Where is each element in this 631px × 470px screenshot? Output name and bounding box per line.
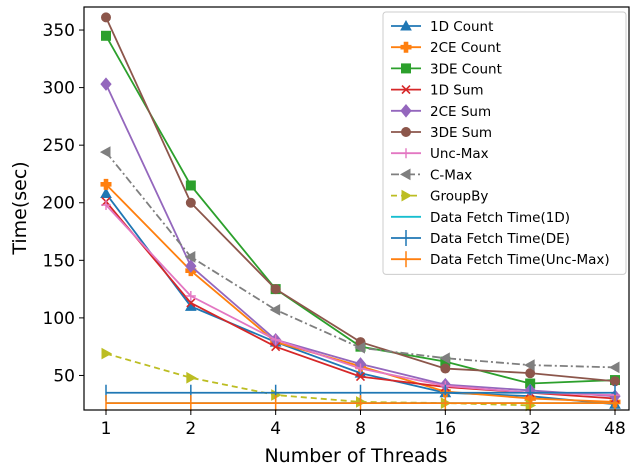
legend-box: [382, 11, 627, 275]
y-tick-label: 300: [43, 79, 75, 99]
legend-label-groupby: GroupBy: [430, 189, 488, 205]
y-tick-label: 150: [43, 251, 75, 271]
y-axis: 50 100 150 200 250 300 350: [43, 21, 84, 386]
legend-label-3de-sum: 3DE Sum: [430, 125, 492, 141]
legend-marker-3de-count: [401, 63, 411, 74]
y-tick-label: 50: [53, 366, 75, 386]
x-tick-label: 1: [101, 419, 112, 439]
legend-label-2ce-count: 2CE Count: [430, 40, 501, 56]
data-point-3de-sum: [185, 197, 196, 208]
data-point-c-max: [354, 341, 365, 354]
legend: 1D Count 2CE Count 3DE Count 1D Sum 2CE Sum 3…: [382, 11, 627, 275]
legend-marker-unc-max: [401, 148, 411, 159]
series-data-fetch-time-unc-max: [105, 395, 616, 412]
legend-label-unc-max: Unc-Max: [430, 146, 489, 162]
data-point-3de-sum: [270, 284, 281, 295]
data-point-c-max: [524, 359, 535, 371]
plot-frame: [83, 6, 630, 411]
data-point-unc-max: [270, 334, 281, 345]
legend-marker-2ce-count: [400, 41, 412, 53]
x-tick-label: 2: [185, 419, 196, 439]
y-tick-label: 100: [43, 309, 75, 329]
legend-marker-groupby: [401, 189, 413, 202]
x-tick-label: 32: [519, 419, 541, 439]
legend-label-1d-count: 1D Count: [430, 19, 493, 35]
data-point-c-max: [184, 251, 196, 263]
x-tick-label: 16: [435, 419, 457, 439]
series-line-groupby: [105, 352, 531, 407]
legend-label-c-max: C-Max: [430, 167, 472, 183]
x-tick-label: 8: [355, 419, 366, 439]
legend-marker-1d-sum: [401, 85, 411, 95]
y-tick-label: 350: [43, 21, 75, 41]
x-tick-label: 4: [270, 419, 281, 439]
y-tick-label: 250: [43, 136, 75, 156]
legend-marker-1d-count: [400, 19, 412, 31]
legend-label-data-fetch-time-de: Data Fetch Time(DE): [430, 231, 570, 247]
legend-marker-c-max: [399, 168, 411, 181]
data-point-c-max: [99, 146, 111, 158]
y-axis-label: Time(sec): [9, 161, 31, 255]
data-point-c-max: [608, 361, 620, 374]
x-tick-label: 48: [604, 419, 626, 439]
legend-marker-2ce-sum: [400, 104, 412, 118]
data-point-2ce-sum: [100, 77, 112, 91]
data-point-3de-sum: [440, 363, 451, 374]
y-tick-label: 200: [43, 194, 75, 214]
series-c-max: [99, 146, 620, 374]
data-point-1d-sum: [186, 298, 196, 308]
data-point-1d-sum: [355, 372, 366, 382]
legend-label-1d-sum: 1D Sum: [430, 83, 484, 99]
legend-label-data-fetch-time-1d: Data Fetch Time(1D): [430, 210, 570, 226]
data-point-3de-sum: [101, 12, 111, 23]
series-layer: [99, 12, 621, 412]
data-point-groupby: [101, 347, 113, 360]
legend-label-2ce-sum: 2CE Sum: [430, 104, 491, 120]
x-axis: 1 2 4 8 16 32 48: [101, 410, 626, 439]
data-point-unc-max: [185, 291, 196, 302]
data-point-groupby: [186, 371, 197, 384]
data-point-unc-max: [355, 363, 366, 374]
data-point-3de-count: [101, 30, 111, 41]
data-point-3de-count: [185, 180, 196, 191]
data-point-c-max: [269, 303, 281, 316]
data-point-1d-count: [100, 187, 112, 199]
data-point-c-max: [439, 352, 450, 365]
legend-label-3de-count: 3DE Count: [430, 61, 502, 77]
data-point-1d-sum: [271, 342, 281, 352]
x-axis-label: Number of Threads: [264, 445, 447, 467]
data-point-3de-sum: [610, 376, 620, 387]
legend-label-data-fetch-time-unc-max: Data Fetch Time(Unc-Max): [430, 252, 610, 268]
data-point-unc-max: [101, 200, 111, 211]
data-point-2ce-count: [100, 178, 112, 190]
legend-marker-3de-sum: [401, 127, 411, 137]
data-point-2ce-sum: [185, 259, 197, 273]
data-point-3de-sum: [525, 368, 536, 379]
